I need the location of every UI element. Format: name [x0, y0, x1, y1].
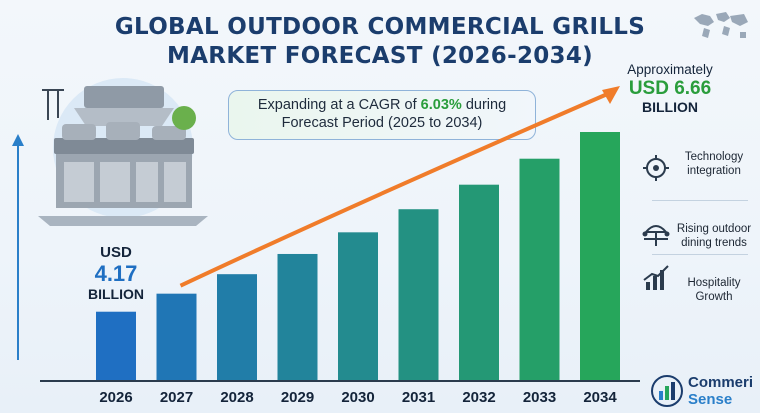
- x-tick-2030: 2030: [341, 389, 374, 406]
- cagr-value: 6.03%: [420, 97, 462, 113]
- x-tick-2032: 2032: [462, 389, 495, 406]
- cagr-callout: Expanding at a CAGR of 6.03% during Fore…: [228, 90, 536, 140]
- commercial-grill-illustration-icon: [38, 78, 208, 226]
- driver-hospitality: Hospitality Growth: [640, 256, 756, 306]
- bar-2034: [580, 132, 620, 380]
- x-tick-2034: 2034: [583, 389, 617, 406]
- bar-2027: [156, 293, 197, 380]
- end-value-amount: USD 6.66: [628, 78, 712, 99]
- driver-technology: Technology integration: [640, 146, 756, 196]
- start-value-prefix: USD: [100, 244, 132, 261]
- x-tick-2028: 2028: [220, 389, 253, 406]
- cagr-line-1: Expanding at a CAGR of 6.03% during: [229, 97, 535, 113]
- bar-2030: [338, 232, 378, 380]
- title-line-2: MARKET FORECAST (2026-2034): [167, 43, 593, 69]
- gear-network-icon: [643, 155, 669, 181]
- driver-outdoor-dining: Rising outdoor dining trends: [640, 212, 756, 262]
- end-value-unit: BILLION: [642, 99, 698, 115]
- start-value-unit: BILLION: [88, 286, 144, 302]
- globe-logo-icon: [651, 375, 683, 407]
- brand-logo: Commeri Sense: [650, 372, 758, 412]
- bar-2029: [277, 253, 318, 380]
- growth-trend-arrow: [179, 90, 613, 288]
- world-map-icon: [694, 12, 748, 38]
- x-tick-2027: 2027: [160, 389, 193, 406]
- bar-2026: [96, 311, 136, 380]
- logo-text-line-2: Sense: [688, 391, 733, 408]
- bar-2033: [519, 158, 560, 380]
- bar-2028: [217, 274, 257, 380]
- x-tick-2031: 2031: [402, 389, 435, 406]
- driver-label-technology: Technology integration: [684, 151, 744, 177]
- x-tick-2026: 2026: [99, 389, 132, 406]
- x-tick-2029: 2029: [281, 389, 314, 406]
- driver-label-hospitality: Hospitality Growth: [687, 277, 741, 303]
- title-line-1: GLOBAL OUTDOOR COMMERCIAL GRILLS: [114, 14, 646, 40]
- logo-text-line-1: Commeri: [688, 374, 754, 391]
- cagr-line-2: Forecast Period (2025 to 2034): [281, 115, 483, 131]
- end-value-prefix: Approximately: [627, 62, 713, 77]
- cagr-prefix: Expanding at a CAGR of: [257, 97, 421, 113]
- divider: [652, 200, 748, 201]
- left-axis-arrowhead: [12, 134, 24, 146]
- cagr-suffix: during: [461, 97, 507, 113]
- x-tick-2033: 2033: [523, 389, 556, 406]
- start-value-amount: 4.17: [94, 261, 138, 286]
- bar-2032: [459, 184, 499, 380]
- driver-label-outdoor-dining: Rising outdoor dining trends: [676, 223, 752, 249]
- dining-table-icon: [642, 225, 670, 246]
- bar-2031: [398, 209, 439, 380]
- divider: [652, 254, 748, 255]
- growth-chart-icon: [643, 265, 669, 290]
- growth-trend-arrowhead: [602, 86, 620, 104]
